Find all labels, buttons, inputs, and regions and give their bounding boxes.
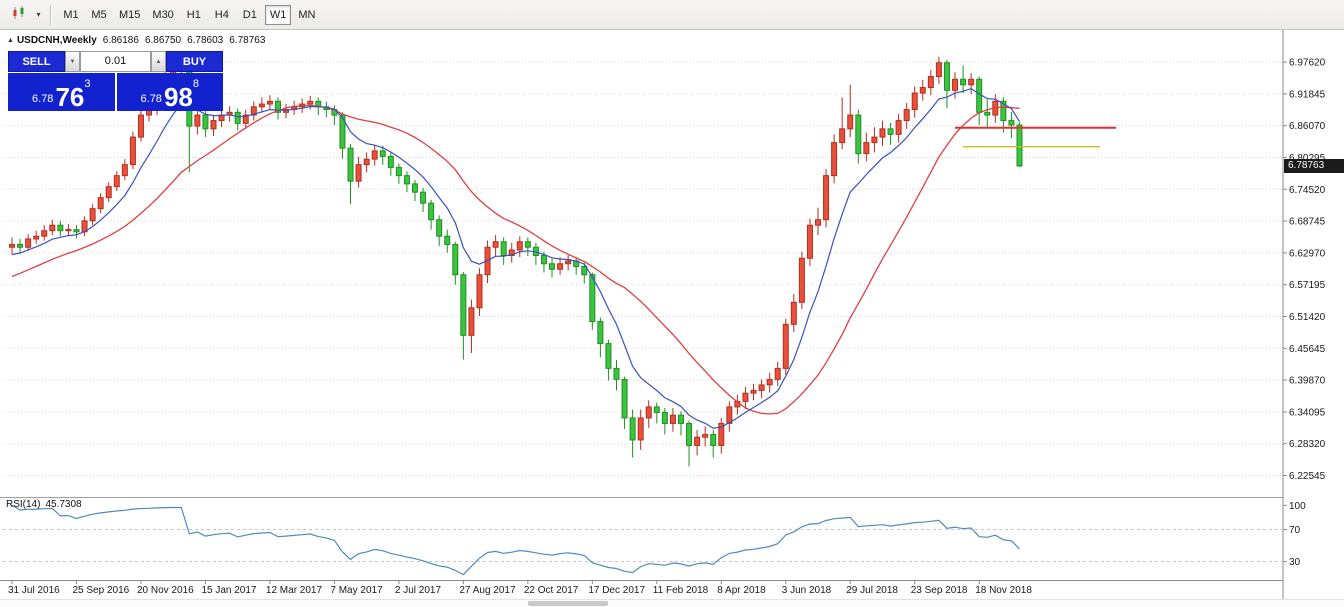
- chart-canvas[interactable]: 6.97620 6.91845 6.86070 6.80295 6.74520 6.687…: [0, 30, 1344, 606]
- toolbar-separator: [50, 4, 52, 25]
- timeframe-mn-button[interactable]: MN: [293, 5, 320, 25]
- svg-text:7 May 2017: 7 May 2017: [330, 585, 383, 596]
- svg-text:3 Jun 2018: 3 Jun 2018: [782, 585, 832, 596]
- timeframe-d1-button[interactable]: D1: [237, 5, 263, 25]
- lot-size-input[interactable]: 0.01: [80, 51, 151, 72]
- indicator-label: RSI(14) 45.7308: [6, 499, 82, 510]
- ask-price-pips: 98: [163, 81, 193, 112]
- chart-toolbar: ▾ M1 M5 M15 M30 H1 H4 D1 W1 MN: [0, 0, 1344, 30]
- bid-price-point: 3: [84, 78, 91, 90]
- ask-price-prefix: 6.78: [140, 93, 162, 105]
- svg-text:100: 100: [1289, 501, 1306, 512]
- svg-text:6.97620: 6.97620: [1289, 58, 1326, 69]
- svg-text:15 Jan 2017: 15 Jan 2017: [201, 585, 256, 596]
- svg-text:20 Nov 2016: 20 Nov 2016: [137, 585, 194, 596]
- svg-text:31 Jul 2016: 31 Jul 2016: [8, 585, 60, 596]
- svg-text:17 Dec 2017: 17 Dec 2017: [588, 585, 645, 596]
- svg-text:6.80295: 6.80295: [1289, 153, 1326, 164]
- horizontal-scrollbar[interactable]: [0, 599, 1344, 607]
- timeframe-w1-button[interactable]: W1: [264, 4, 292, 25]
- close-value: 6.78763: [229, 35, 266, 46]
- ma-slow-line: [11, 104, 1020, 415]
- timeframe-m1-button[interactable]: M1: [58, 5, 84, 25]
- svg-text:6.74520: 6.74520: [1289, 185, 1326, 196]
- bid-price-prefix: 6.78: [32, 93, 54, 105]
- lot-decrease-button[interactable]: ▼: [65, 51, 80, 72]
- timeframe-m15-button[interactable]: M15: [114, 5, 145, 25]
- mini-candles-icon: [11, 5, 27, 24]
- lot-increase-button[interactable]: ▲: [151, 51, 166, 72]
- svg-text:2 Jul 2017: 2 Jul 2017: [395, 585, 442, 596]
- high-value: 6.86750: [144, 35, 182, 46]
- svg-text:6.45645: 6.45645: [1289, 344, 1326, 355]
- timeframe-m30-button[interactable]: M30: [147, 5, 178, 25]
- svg-text:6.22545: 6.22545: [1289, 471, 1326, 482]
- symbol-period-label: USDCNH,Weekly: [16, 35, 97, 46]
- bid-price-display[interactable]: 6.78 76 3: [8, 73, 115, 111]
- svg-text:6.28320: 6.28320: [1289, 439, 1326, 450]
- timeframe-h4-button[interactable]: H4: [209, 5, 235, 25]
- svg-text:6.51420: 6.51420: [1289, 312, 1326, 323]
- chart-icon[interactable]: [6, 4, 32, 26]
- chevron-down-icon[interactable]: ▾: [32, 4, 45, 26]
- triangle-icon: ▲: [7, 37, 14, 44]
- svg-text:18 Nov 2018: 18 Nov 2018: [975, 585, 1032, 596]
- buy-button[interactable]: BUY: [166, 51, 223, 72]
- current-price-tag: 6.78763: [1284, 159, 1344, 173]
- chart-background: [0, 30, 1344, 606]
- sell-button[interactable]: SELL: [8, 51, 65, 72]
- svg-text:6.34095: 6.34095: [1289, 407, 1326, 418]
- price-axis: 6.97620 6.91845 6.86070 6.80295 6.74520 6.687…: [1283, 58, 1326, 568]
- svg-text:12 Mar 2017: 12 Mar 2017: [266, 585, 323, 596]
- rsi-line: [11, 504, 1020, 576]
- svg-text:22 Oct 2017: 22 Oct 2017: [524, 585, 579, 596]
- indicator-name: RSI(14): [6, 499, 41, 510]
- svg-text:29 Jul 2018: 29 Jul 2018: [846, 585, 898, 596]
- svg-text:6.68745: 6.68745: [1289, 217, 1326, 228]
- open-value: 6.86186: [102, 35, 139, 46]
- timeframe-h1-button[interactable]: H1: [181, 5, 207, 25]
- ask-price-display[interactable]: 6.78 98 8: [116, 73, 223, 112]
- chevron-up-icon: ▲: [155, 58, 162, 65]
- svg-text:6.57195: 6.57195: [1289, 280, 1326, 291]
- svg-text:11 Feb 2018: 11 Feb 2018: [653, 585, 709, 596]
- tool-button-group: ▾: [6, 4, 45, 26]
- svg-text:6.62970: 6.62970: [1289, 248, 1326, 259]
- svg-text:6.39870: 6.39870: [1289, 376, 1326, 387]
- indicator-value: 45.7308: [45, 499, 82, 510]
- chart-title: ▲ USDCNH,Weekly 6.86186 6.86750 6.78603 6.787…: [7, 35, 271, 46]
- svg-text:70: 70: [1289, 525, 1301, 536]
- svg-text:6.86070: 6.86070: [1289, 121, 1326, 132]
- one-click-trading-panel: SELL ▼ 0.01 ▲ BUY 6.78 76 3 6.78 98 8: [8, 51, 223, 111]
- svg-text:8 Apr 2018: 8 Apr 2018: [717, 585, 766, 596]
- svg-text:23 Sep 2018: 23 Sep 2018: [911, 585, 968, 596]
- low-value: 6.78603: [187, 35, 224, 46]
- time-axis: 31 Jul 2016 25 Sep 2016 20 Nov 2016 15 Jan …: [8, 581, 1032, 596]
- ask-price-point: 8: [192, 78, 199, 90]
- svg-text:6.91845: 6.91845: [1289, 89, 1326, 100]
- bid-price-pips: 76: [55, 81, 85, 112]
- chevron-down-icon: ▼: [69, 58, 76, 65]
- scrollbar-thumb[interactable]: [528, 601, 608, 606]
- svg-text:27 Aug 2017: 27 Aug 2017: [459, 585, 516, 596]
- svg-text:30: 30: [1289, 557, 1301, 568]
- timeframe-m5-button[interactable]: M5: [86, 5, 112, 25]
- svg-text:25 Sep 2016: 25 Sep 2016: [72, 585, 129, 596]
